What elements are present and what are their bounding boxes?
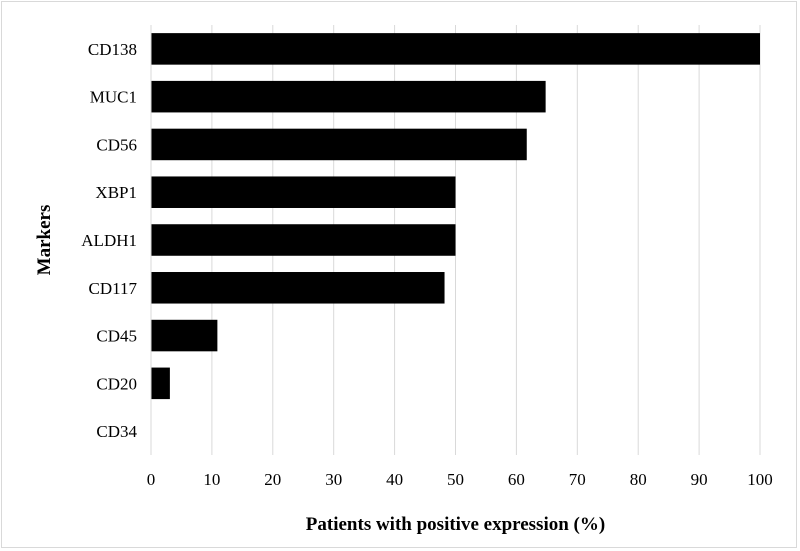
bars [151, 33, 760, 400]
x-tick-label: 80 [630, 470, 647, 489]
bar-muc1 [151, 80, 546, 113]
category-label-cd45: CD45 [96, 327, 137, 346]
bar-aldh1 [151, 224, 456, 256]
bar-cd117 [151, 272, 445, 304]
x-tick-label: 50 [447, 470, 464, 489]
category-label-cd138: CD138 [88, 40, 137, 59]
bar-xbp1 [151, 176, 456, 208]
bar-cd56 [151, 128, 527, 161]
y-axis-title: Markers [34, 205, 55, 276]
x-tick-label: 0 [147, 470, 156, 489]
x-tick-label: 100 [747, 470, 773, 489]
category-label-muc1: MUC1 [90, 88, 137, 107]
x-tick-label: 90 [691, 470, 708, 489]
x-tick-label: 60 [508, 470, 525, 489]
category-label-cd20: CD20 [96, 374, 137, 393]
bar-cd20 [151, 367, 170, 400]
x-tick-label: 70 [569, 470, 586, 489]
bar-cd45 [151, 319, 218, 352]
x-tick-label: 30 [325, 470, 342, 489]
category-label-xbp1: XBP1 [95, 183, 137, 202]
category-label-cd56: CD56 [96, 135, 137, 154]
category-labels: CD138 MUC1 CD56 XBP1 ALDH1 CD117 CD45 CD20 CD34 [81, 40, 137, 441]
x-tick-label: 40 [386, 470, 403, 489]
bar-cd138 [151, 33, 760, 65]
category-label-cd34: CD34 [96, 422, 137, 441]
x-tick-labels: 0 10 20 30 40 50 60 70 80 90 100 [147, 470, 773, 489]
category-label-aldh1: ALDH1 [81, 231, 137, 250]
x-tick-label: 20 [264, 470, 281, 489]
x-tick-label: 10 [203, 470, 220, 489]
x-axis-title: Patients with positive expression (%) [306, 514, 605, 535]
category-label-cd117: CD117 [89, 279, 138, 298]
